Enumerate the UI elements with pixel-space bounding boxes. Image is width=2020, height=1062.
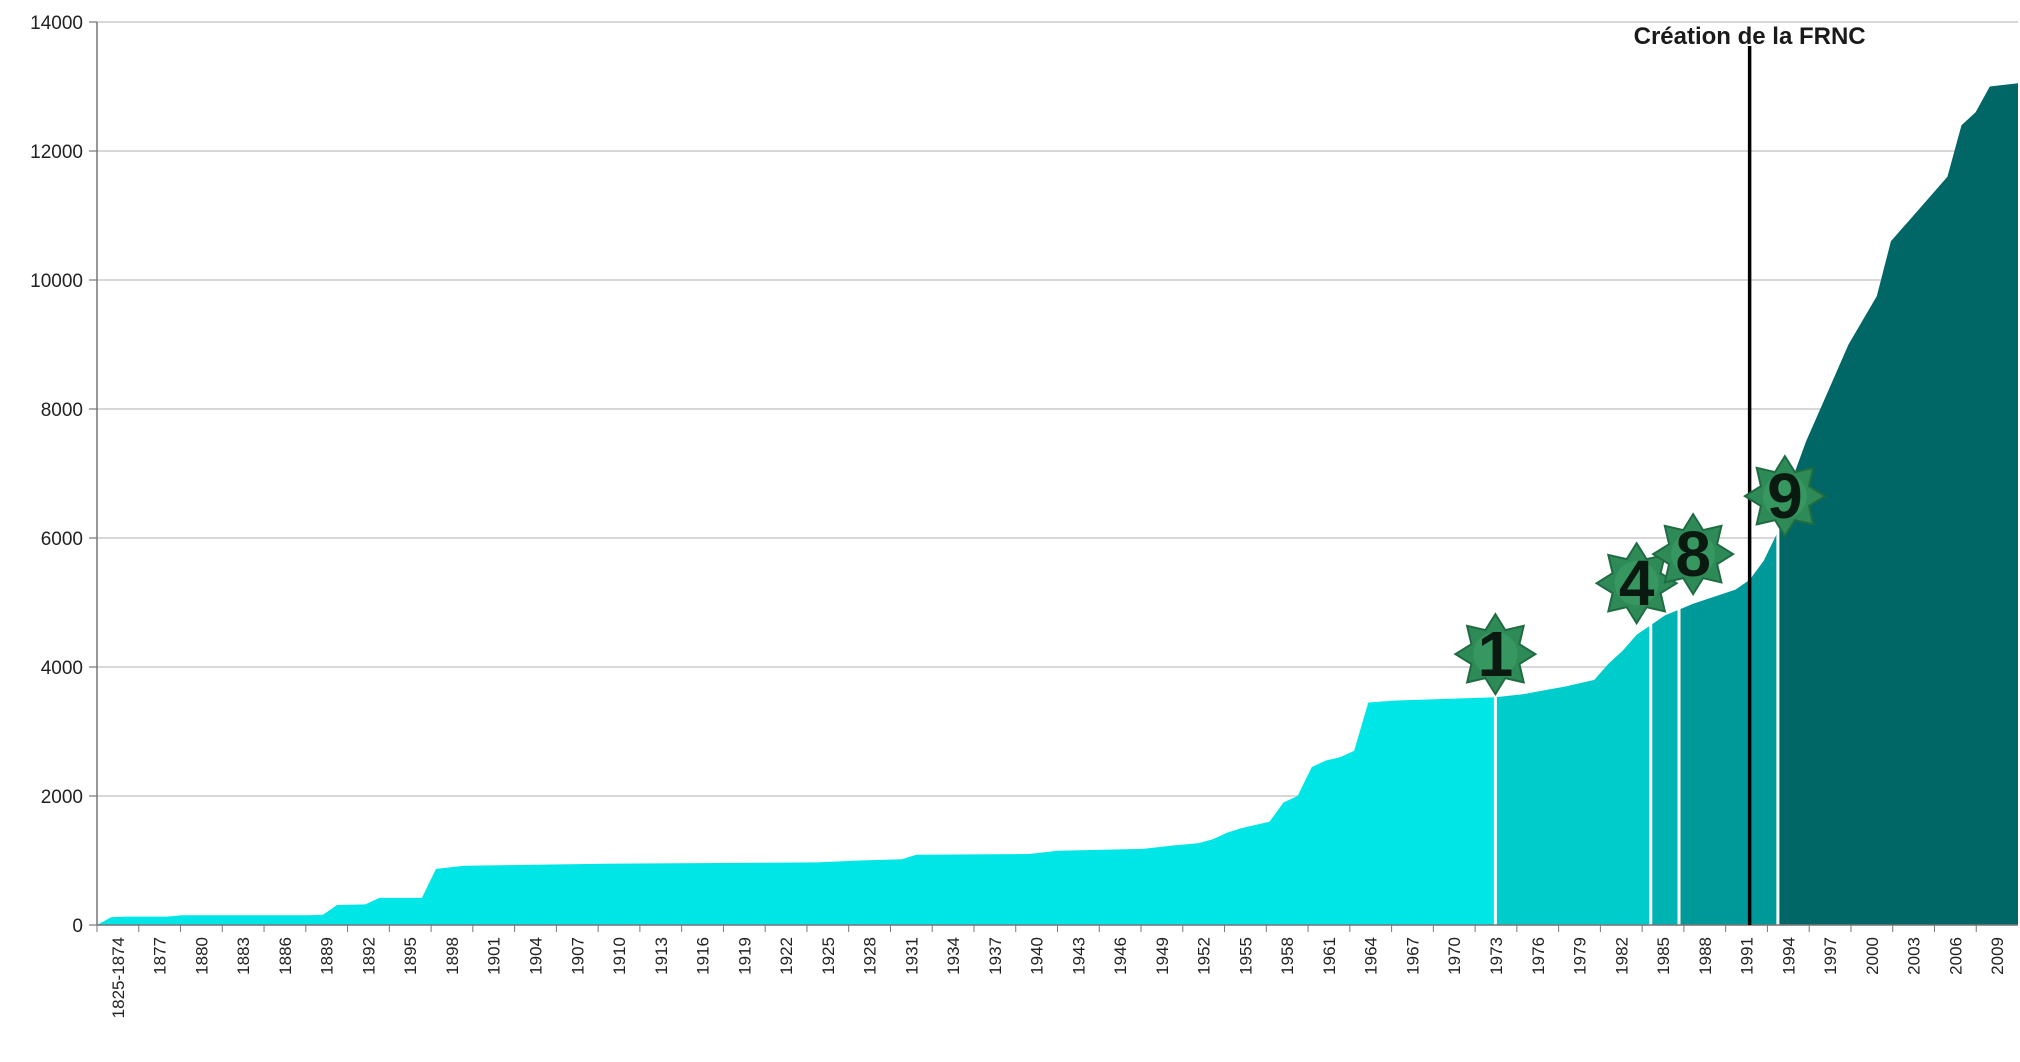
x-tick-label: 1958 [1278,937,1297,975]
y-tick-label: 10000 [30,271,83,292]
y-tick-labels: 0 2000 4000 6000 8000 10000 12000 14000 [30,13,97,937]
milestone-badge: 4 [1594,541,1679,626]
badge-core [1762,474,1807,519]
x-tick-label: 1991 [1738,937,1757,975]
x-tick-label: 1952 [1195,937,1214,975]
milestone-badges: 1 4 89 [1453,454,1827,696]
x-tick-label: 1985 [1654,937,1673,975]
x-tick-label: 1994 [1779,937,1798,975]
x-tick-label: 2009 [1988,937,2007,975]
area-segment-4 [1679,531,1778,925]
x-tick-label: 1892 [359,937,378,975]
x-tick-label: 1901 [485,937,504,975]
x-tick-label: 1919 [735,937,754,975]
badge-number: 8 [1675,518,1711,590]
x-tick-label: 1880 [192,937,211,975]
x-tick-label: 1889 [318,937,337,975]
x-tick-label: 1970 [1445,937,1464,975]
milestone-badge: 9 [1743,454,1827,538]
badge-core [1614,561,1659,606]
x-tick-label: 1979 [1571,937,1590,975]
badge-core [1473,632,1518,677]
x-tick-label: 1898 [443,937,462,975]
y-tick-label: 12000 [30,142,83,163]
x-tick-label: 2006 [1946,937,1965,975]
x-tick-label: 1913 [652,937,671,975]
milestone-badge: 8 [1651,512,1735,596]
segment-separators [1493,527,1780,925]
x-tick-label: 1967 [1403,937,1422,975]
milestone-badge: 1 [1453,612,1538,696]
frnc-vertical-line: Création de la FRNC [1634,23,1866,925]
x-tick-label: 1925 [819,937,838,975]
y-tick-label: 0 [72,916,83,937]
x-tick-label: 1910 [610,937,629,975]
x-tick-label: 1955 [1236,937,1255,975]
x-tick-label: 1904 [526,937,545,975]
x-tick-label: 1928 [861,937,880,975]
x-tick-label: 1907 [568,937,587,975]
x-tick-label: 1997 [1821,937,1840,975]
x-tick-label: 1877 [151,937,170,975]
badge-number: 1 [1478,618,1514,690]
x-tick-label: 1988 [1696,937,1715,975]
frnc-label: Création de la FRNC [1634,23,1866,50]
area-segment-3 [1650,609,1679,925]
x-tick-label: 1883 [234,937,253,975]
x-tick-labels: 1825-1874 1877 1880 1883 1886 1889 1892 1895 189… [96,925,2007,1018]
x-tick-label: 1940 [1028,937,1047,975]
area-series [97,83,2018,926]
x-tick-label: 1949 [1153,937,1172,975]
x-tick-label: 2003 [1905,937,1924,975]
grid-lines [97,21,2018,926]
x-tick-label: 1886 [276,937,295,975]
x-tick-label: 1982 [1612,937,1631,975]
x-tick-label: 1937 [986,937,1005,975]
x-tick-label: 1973 [1487,937,1506,975]
y-tick-label: 14000 [30,13,83,34]
x-tick-label: 1964 [1362,937,1381,975]
badge-core [1671,532,1716,577]
y-tick-label: 2000 [41,787,83,808]
x-tick-label: 1825-1874 [109,937,128,1018]
y-tick-label: 4000 [41,658,83,679]
x-tick-label: 1931 [902,937,921,975]
badge-number: 4 [1619,547,1655,619]
x-tick-label: 1922 [777,937,796,975]
x-tick-label: 2000 [1863,937,1882,975]
x-tick-label: 1946 [1111,937,1130,975]
badge-number: 9 [1767,460,1803,532]
x-tick-label: 1895 [401,937,420,975]
area-segment-2 [1495,625,1651,925]
x-tick-label: 1976 [1529,937,1548,975]
x-tick-label: 1961 [1320,937,1339,975]
area-segment-5 [1777,83,2018,926]
x-tick-label: 1916 [694,937,713,975]
x-tick-label: 1934 [944,937,963,975]
area-segment-1 [97,697,1496,925]
x-tick-label: 1943 [1069,937,1088,975]
y-tick-label: 8000 [41,400,83,421]
y-tick-label: 6000 [41,529,83,550]
